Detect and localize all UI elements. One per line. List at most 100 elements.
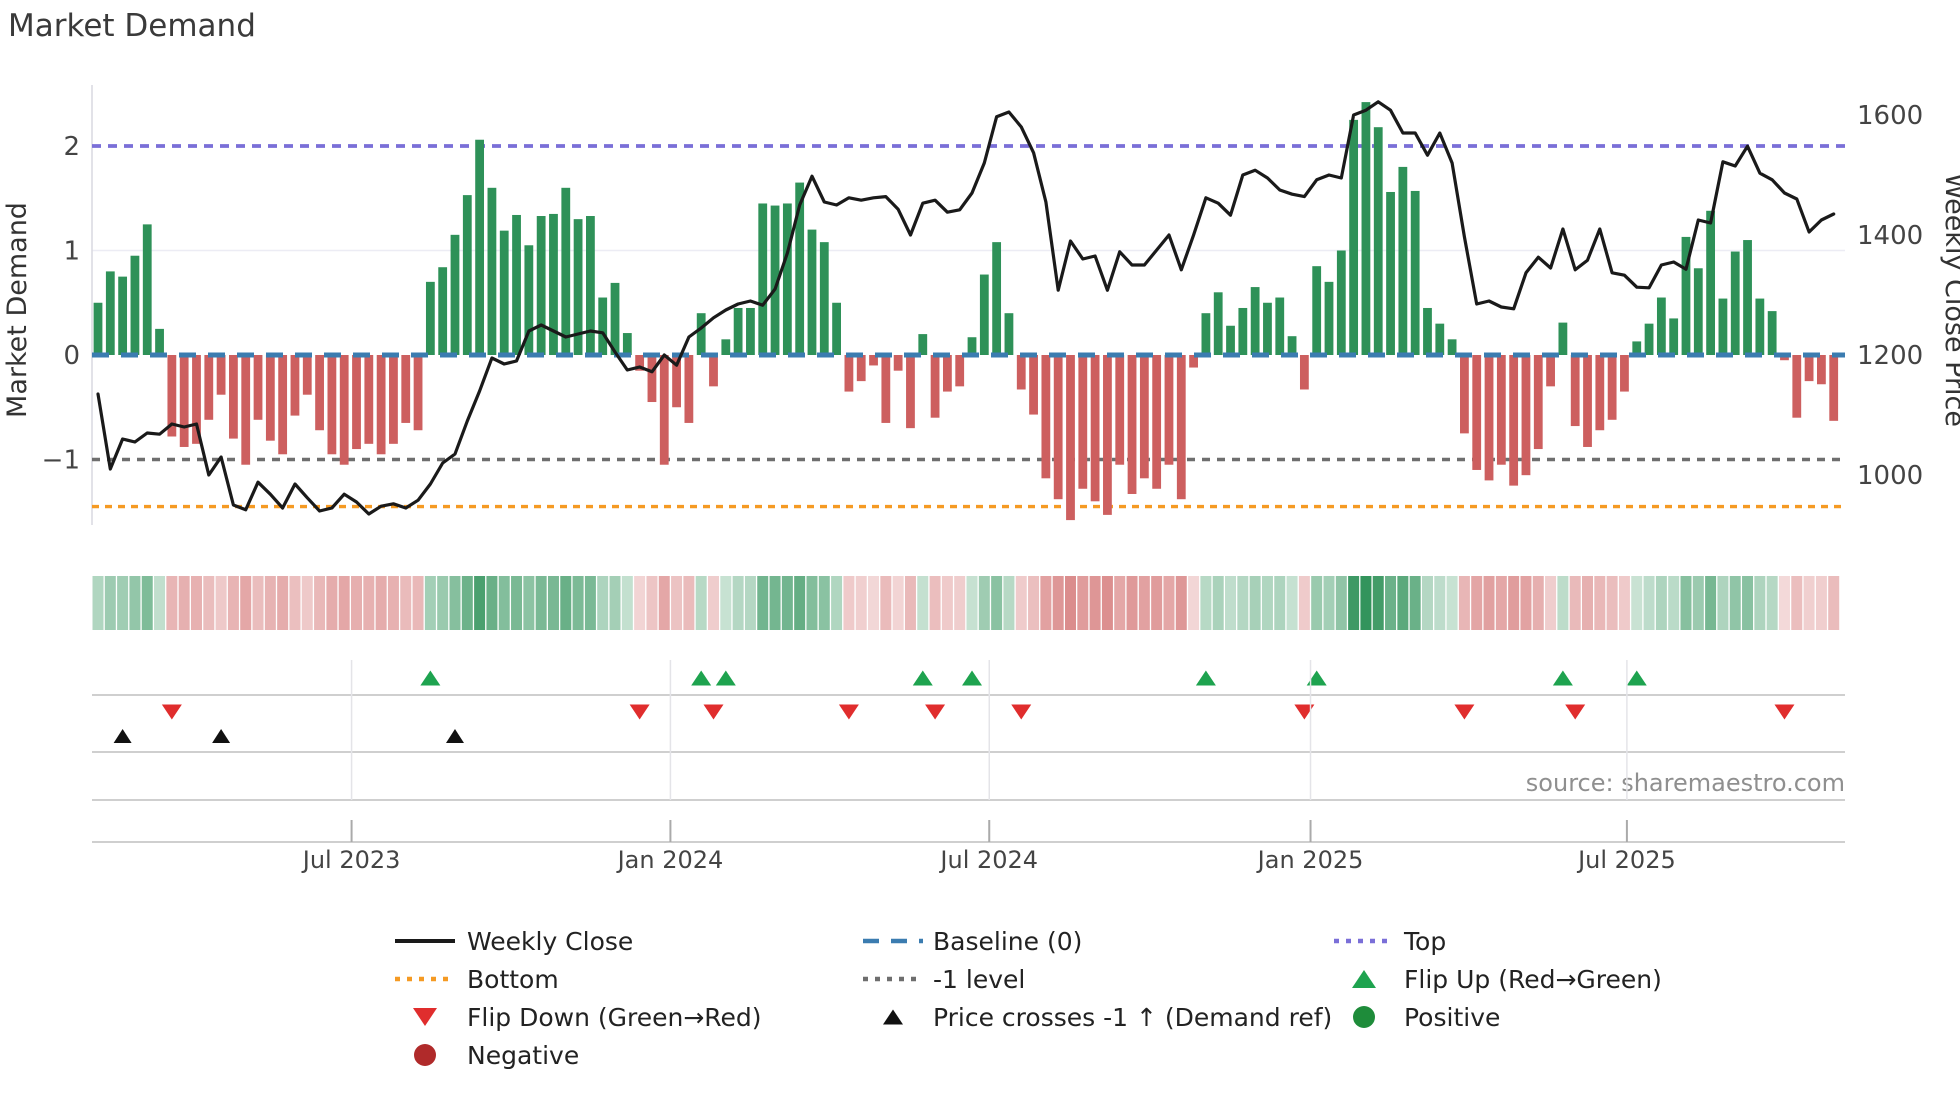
heatmap-cell [794,576,806,630]
demand-bar-positive [733,307,743,355]
price-line [96,100,1836,516]
legend-item-label: -1 level [933,965,1025,994]
demand-bar-positive [462,195,472,355]
heatmap-cell [781,576,793,630]
heatmap-cell [966,576,978,630]
demand-bar-negative [278,355,288,455]
heatmap-cell [584,576,596,630]
demand-bar-positive [1656,297,1666,355]
legend-swatch-circle [1353,1006,1375,1028]
heatmap-cell [252,576,264,630]
demand-bar-positive [118,276,128,355]
demand-bar-negative [241,355,251,465]
heatmap-cell [154,576,166,630]
heatmap-cell [1495,576,1507,630]
heatmap-cell [129,576,141,630]
demand-bar-negative [1595,355,1605,431]
source-note: source: sharemaestro.com [1526,769,1845,797]
heatmap-cell [326,576,338,630]
heatmap-cell [1766,576,1778,630]
demand-bar-negative [327,355,337,455]
demand-bar-negative [1583,355,1592,447]
heatmap-cell [215,576,227,630]
heatmap-cell [301,576,313,630]
demand-bar-positive [819,242,829,355]
demand-bar-positive [721,339,731,355]
flip-up-marker [1552,670,1573,686]
heatmap-cell [1828,576,1840,630]
heatmap-cell [351,576,363,630]
heatmap-cell [1803,576,1815,630]
flip-down-marker [925,704,946,720]
demand-bar-positive [438,267,448,355]
demand-bar-positive [105,271,115,355]
demand-bar-positive [758,203,768,355]
heatmap-cell [1434,576,1446,630]
demand-bar-negative [635,355,645,371]
heatmap-cell [708,576,719,630]
demand-bar-negative [364,355,374,444]
demand-bar-positive [1447,339,1457,355]
heatmap-cell [1052,576,1064,630]
heatmap-cell [1446,576,1458,630]
heatmap-cell [412,576,424,630]
demand-bar-negative [376,355,386,455]
heatmap-cell [363,576,375,630]
demand-bar-negative [1139,355,1149,479]
heatmap-cell [511,576,523,630]
heatmap-strip [92,576,1840,630]
flip-up-marker [420,670,441,686]
heatmap-cell [117,576,129,630]
demand-bar-positive [992,242,1002,355]
heatmap-cell [1421,576,1433,630]
flip-down-marker [161,704,182,720]
heatmap-cell [658,576,670,630]
heatmap-cell [1815,576,1827,630]
demand-bar-negative [1472,355,1482,470]
heatmap-cell [1643,576,1655,630]
heatmap-cell [1385,576,1397,630]
event-markers [113,670,1795,743]
demand-bar-positive [1213,292,1223,355]
heatmap-cell [1778,576,1790,630]
demand-bar-positive [1004,313,1014,355]
demand-bar-negative [1829,355,1839,421]
demand-bar-positive [155,328,164,355]
heatmap-cell [178,576,190,630]
right-tick-label: 1200 [1857,341,1923,371]
demand-bar-negative [413,355,423,431]
demand-bar-negative [1299,355,1309,390]
demand-bar-negative [1103,355,1112,515]
heatmap-cell [929,576,941,630]
flip-up-marker [962,670,983,686]
demand-bar-negative [1152,355,1162,489]
heatmap-cell [695,576,707,630]
heatmap-cell [1557,576,1569,630]
left-tick-label: 0 [63,341,80,371]
heatmap-cell [1077,576,1089,630]
heatmap-cell [1618,576,1630,630]
demand-bar-positive [499,230,509,355]
demand-bar-positive [130,255,140,355]
heatmap-cell [289,576,301,630]
heatmap-cell [560,576,572,630]
heatmap-cell [523,576,535,630]
heatmap-cell [1261,576,1273,630]
demand-bar-positive [967,337,977,355]
flip-down-marker [1294,704,1315,720]
demand-bar-positive [512,214,521,355]
heatmap-cell [609,576,621,630]
demand-bar-negative [1066,355,1075,521]
demand-bar-negative [1484,355,1494,481]
heatmap-cell [1668,576,1680,630]
demand-bar-positive [918,334,928,355]
demand-bar-positive [1718,298,1728,355]
heatmap-cell [683,576,695,630]
demand-bar-negative [709,355,718,387]
heatmap-cell [1717,576,1729,630]
heatmap-cell [954,576,966,630]
heatmap-cell [1397,576,1409,630]
heatmap-cell [1631,576,1643,630]
legend-item-label: Negative [467,1041,579,1070]
demand-bar-negative [1041,355,1051,479]
